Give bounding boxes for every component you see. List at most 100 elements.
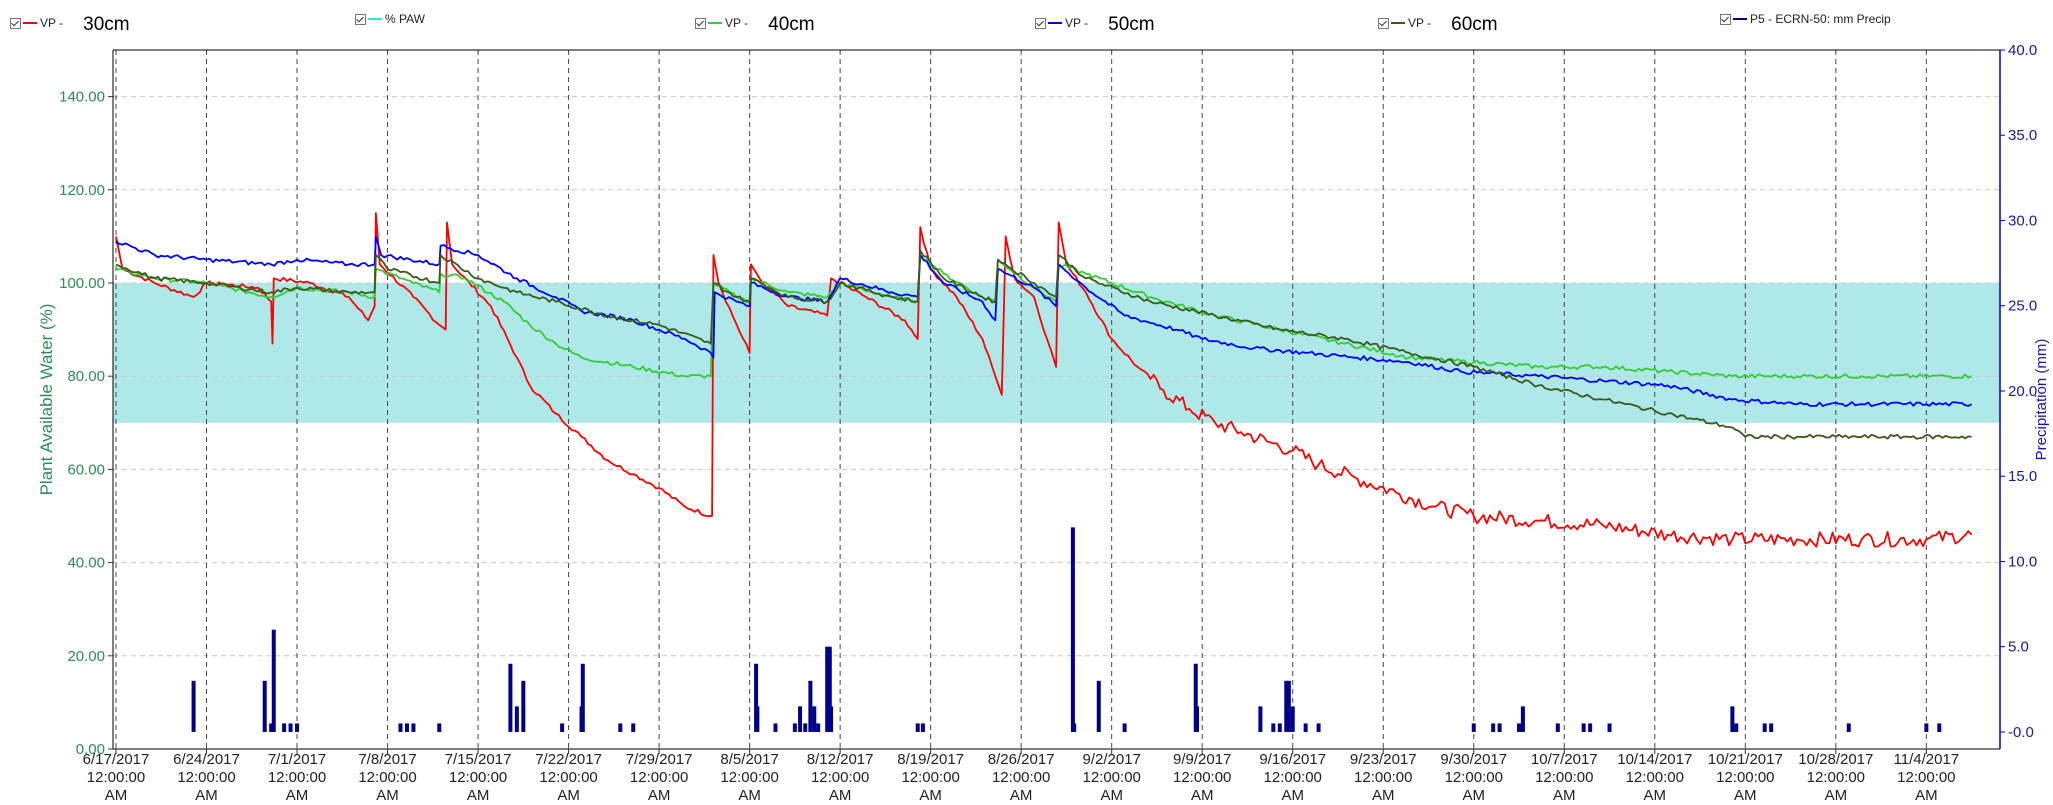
precip-bar	[437, 723, 442, 732]
precip-bar	[1193, 663, 1198, 732]
precip-bar	[755, 706, 760, 732]
x-tick-label-time: 12:00:00	[358, 769, 416, 786]
x-tick-label-ampm: AM	[919, 787, 942, 804]
y-tick-label: 80.00	[67, 368, 105, 385]
x-tick-label-time: 12:00:00	[1716, 769, 1774, 786]
legend-checkbox[interactable]	[1720, 13, 1731, 25]
y2-tick-label: 25.0	[2008, 298, 2037, 315]
x-tick-label-date: 7/15/2017	[445, 751, 512, 768]
legend-checkbox[interactable]	[1035, 17, 1046, 29]
legend-item-paw[interactable]: % PAW	[355, 12, 425, 26]
precip-bar	[191, 680, 196, 732]
precip-bar	[915, 723, 920, 732]
precip-bar	[754, 663, 759, 732]
x-tick-label-ampm: AM	[467, 787, 490, 804]
legend-checkbox[interactable]	[695, 17, 706, 29]
precip-bar	[1258, 706, 1263, 732]
x-tick-label-time: 12:00:00	[1173, 769, 1231, 786]
precip-bar	[816, 723, 821, 732]
precip-bar	[1286, 680, 1291, 732]
legend-checkbox[interactable]	[355, 13, 366, 25]
legend-item-precip[interactable]: P5 - ECRN-50: mm Precip	[1720, 12, 1891, 26]
legend-label: % PAW	[385, 12, 426, 26]
precip-bar	[1471, 723, 1476, 732]
precip-bar	[1555, 723, 1560, 732]
precip-bar	[1271, 723, 1276, 732]
x-tick-label-date: 8/26/2017	[988, 751, 1055, 768]
precip-bar	[1096, 680, 1101, 732]
x-tick-label-date: 9/30/2017	[1440, 751, 1507, 768]
precip-bar	[812, 706, 817, 732]
x-tick-label-time: 12:00:00	[1535, 769, 1593, 786]
y-tick-label: 140.00	[59, 89, 105, 106]
precip-bar	[288, 723, 293, 732]
precip-bar	[1303, 723, 1308, 732]
y-tick-label: 120.00	[59, 182, 105, 199]
legend-item-vp30[interactable]: VP - 30cm	[10, 12, 130, 35]
precip-bar	[1762, 723, 1767, 732]
y2-tick-label: 15.0	[2008, 468, 2037, 485]
precip-bar	[920, 723, 925, 732]
precip-bar	[1937, 723, 1942, 732]
x-tick-label-time: 12:00:00	[1626, 769, 1684, 786]
y2-tick-label: 5.0	[2008, 639, 2029, 656]
precip-bar	[1846, 723, 1851, 732]
precip-bar	[295, 723, 300, 732]
y-tick-label: 40.00	[67, 555, 105, 572]
precip-bar	[521, 680, 526, 732]
x-tick-label-ampm: AM	[1734, 787, 1757, 804]
precip-bar	[1517, 723, 1522, 732]
x-tick-label-date: 8/12/2017	[807, 751, 874, 768]
x-tick-label-time: 12:00:00	[1807, 769, 1865, 786]
y2-tick-label: 20.0	[2008, 383, 2037, 400]
precip-bar	[631, 723, 636, 732]
precip-bar	[580, 663, 585, 732]
x-tick-label-date: 9/2/2017	[1082, 751, 1140, 768]
precip-bar	[808, 680, 813, 732]
y-tick-label: 60.00	[67, 461, 105, 478]
precip-bar	[398, 723, 403, 732]
series-line-vp30	[115, 212, 1973, 548]
precip-bar	[1277, 723, 1282, 732]
x-tick-label-time: 12:00:00	[992, 769, 1050, 786]
x-tick-label-ampm: AM	[195, 787, 218, 804]
y2-tick-label: 35.0	[2008, 127, 2037, 144]
legend-item-vp60[interactable]: VP - 60cm	[1378, 12, 1498, 35]
x-tick-label-date: 10/21/2017	[1708, 751, 1783, 768]
precip-bar	[773, 723, 778, 732]
legend-item-vp50[interactable]: VP - 50cm	[1035, 12, 1155, 35]
x-tick-label-date: 8/5/2017	[720, 751, 778, 768]
x-tick-label-ampm: AM	[1191, 787, 1214, 804]
legend-checkbox[interactable]	[1378, 17, 1389, 29]
precip-bar	[508, 663, 513, 732]
legend-swatch	[1391, 22, 1405, 24]
legend-swatch	[708, 22, 722, 24]
precip-bar	[269, 723, 274, 732]
precip-bar	[1520, 706, 1525, 732]
precip-bar	[1290, 706, 1295, 732]
x-tick-label-ampm: AM	[286, 787, 309, 804]
x-tick-label-date: 10/7/2017	[1531, 751, 1598, 768]
precip-bar	[1581, 723, 1586, 732]
x-tick-label-date: 10/28/2017	[1798, 751, 1873, 768]
y2-tick-label: 40.0	[2008, 42, 2037, 59]
precip-bar	[1195, 706, 1200, 732]
series-line-vp60	[115, 249, 1972, 440]
precip-bar	[560, 723, 565, 732]
y-tick-label: 100.00	[59, 275, 105, 292]
legend-depth-label: 30cm	[83, 14, 130, 35]
x-tick-label-time: 12:00:00	[811, 769, 869, 786]
legend-item-vp40[interactable]: VP - 40cm	[695, 12, 815, 35]
legend-checkbox[interactable]	[10, 17, 21, 29]
x-tick-label-time: 12:00:00	[539, 769, 597, 786]
y-tick-label: 0.00	[76, 741, 105, 758]
precip-bar	[271, 629, 276, 732]
legend-swatch	[368, 18, 382, 20]
x-tick-label-date: 9/9/2017	[1173, 751, 1231, 768]
x-tick-label-time: 12:00:00	[449, 769, 507, 786]
x-tick-label-time: 12:00:00	[177, 769, 235, 786]
precip-bar	[1070, 527, 1075, 732]
legend-label: VP -	[1065, 16, 1089, 30]
x-tick-label-date: 10/14/2017	[1617, 751, 1692, 768]
x-tick-label-ampm: AM	[648, 787, 671, 804]
